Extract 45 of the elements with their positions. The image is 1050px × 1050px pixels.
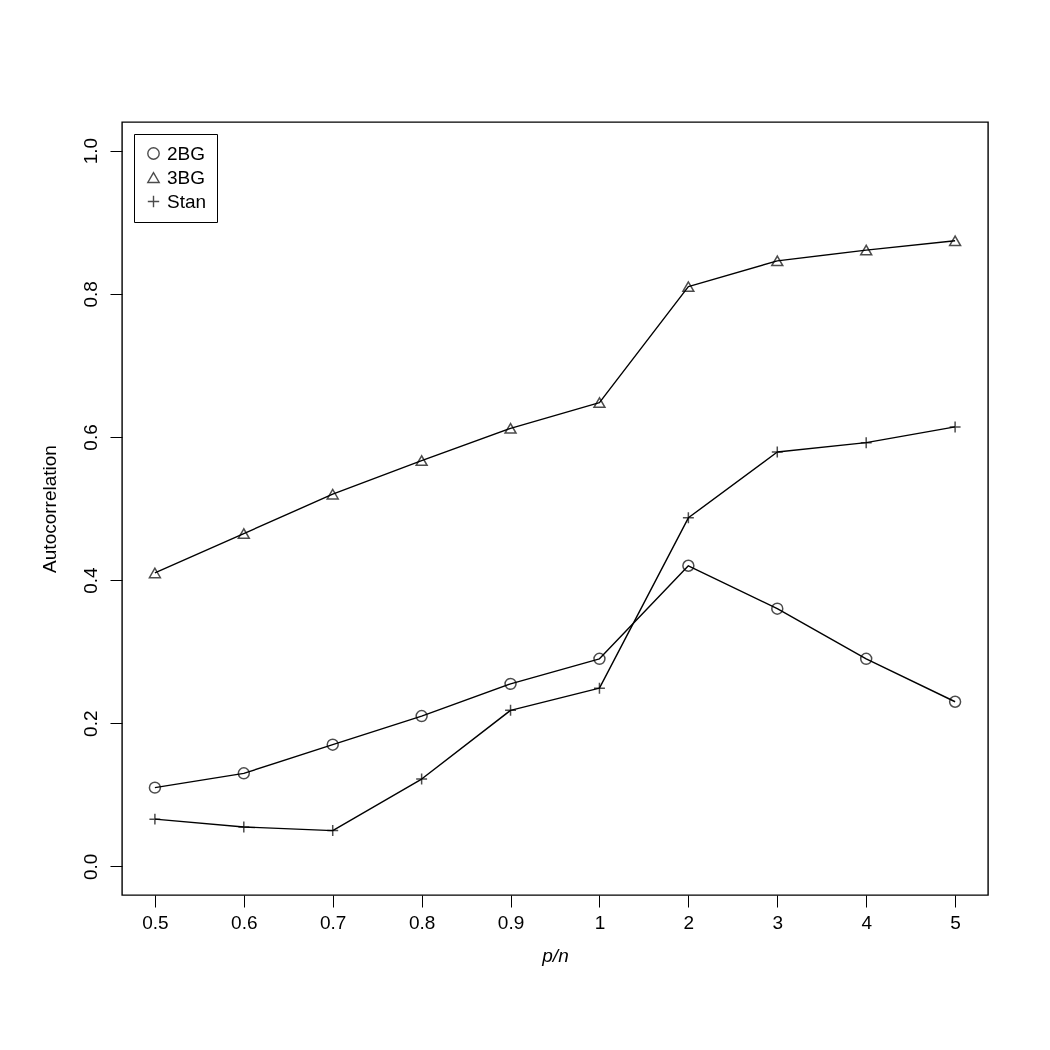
x-tick-label: 5 bbox=[950, 911, 961, 933]
point bbox=[326, 488, 339, 500]
y-tick-label: 0.4 bbox=[79, 566, 101, 594]
point bbox=[771, 602, 784, 615]
point bbox=[948, 235, 962, 247]
point bbox=[148, 781, 162, 794]
x-axis-title: p/n bbox=[541, 944, 569, 966]
y-tick-label: 0.8 bbox=[79, 281, 101, 308]
x-tick-label: 2 bbox=[683, 911, 695, 933]
y-tick-label: 0.0 bbox=[79, 853, 101, 881]
point bbox=[771, 255, 784, 267]
point bbox=[682, 511, 695, 525]
point bbox=[415, 455, 428, 467]
point bbox=[326, 738, 339, 751]
y-tick-label: 0.2 bbox=[79, 710, 101, 737]
point bbox=[593, 397, 606, 409]
point bbox=[948, 695, 962, 708]
x-tick-label: 3 bbox=[772, 911, 784, 933]
point bbox=[593, 681, 606, 695]
x-tick-label: 1 bbox=[594, 911, 606, 933]
y-tick-label: 0.6 bbox=[79, 424, 101, 451]
point bbox=[148, 567, 162, 579]
legend-label: 3BG bbox=[167, 166, 206, 188]
x-tick-label: 0.7 bbox=[320, 911, 347, 933]
point bbox=[504, 704, 517, 717]
legend-label: 2BG bbox=[167, 142, 206, 164]
point bbox=[504, 422, 517, 434]
point bbox=[237, 528, 251, 540]
point bbox=[859, 244, 873, 256]
point bbox=[415, 772, 428, 786]
legend-label: Stan bbox=[167, 190, 207, 212]
point bbox=[237, 767, 251, 780]
point bbox=[682, 281, 695, 293]
x-tick-label: 0.5 bbox=[142, 911, 169, 933]
point bbox=[593, 652, 606, 666]
x-tick-label: 0.6 bbox=[231, 911, 258, 933]
point bbox=[682, 559, 695, 572]
point bbox=[504, 677, 517, 691]
y-axis-title: Autocorrelation bbox=[38, 445, 60, 573]
x-tick-label: 0.9 bbox=[497, 911, 525, 933]
x-tick-label: 4 bbox=[861, 911, 873, 933]
y-tick-label: 1.0 bbox=[79, 137, 101, 165]
point bbox=[859, 652, 873, 666]
point bbox=[415, 709, 428, 723]
x-tick-label: 0.8 bbox=[408, 911, 436, 933]
